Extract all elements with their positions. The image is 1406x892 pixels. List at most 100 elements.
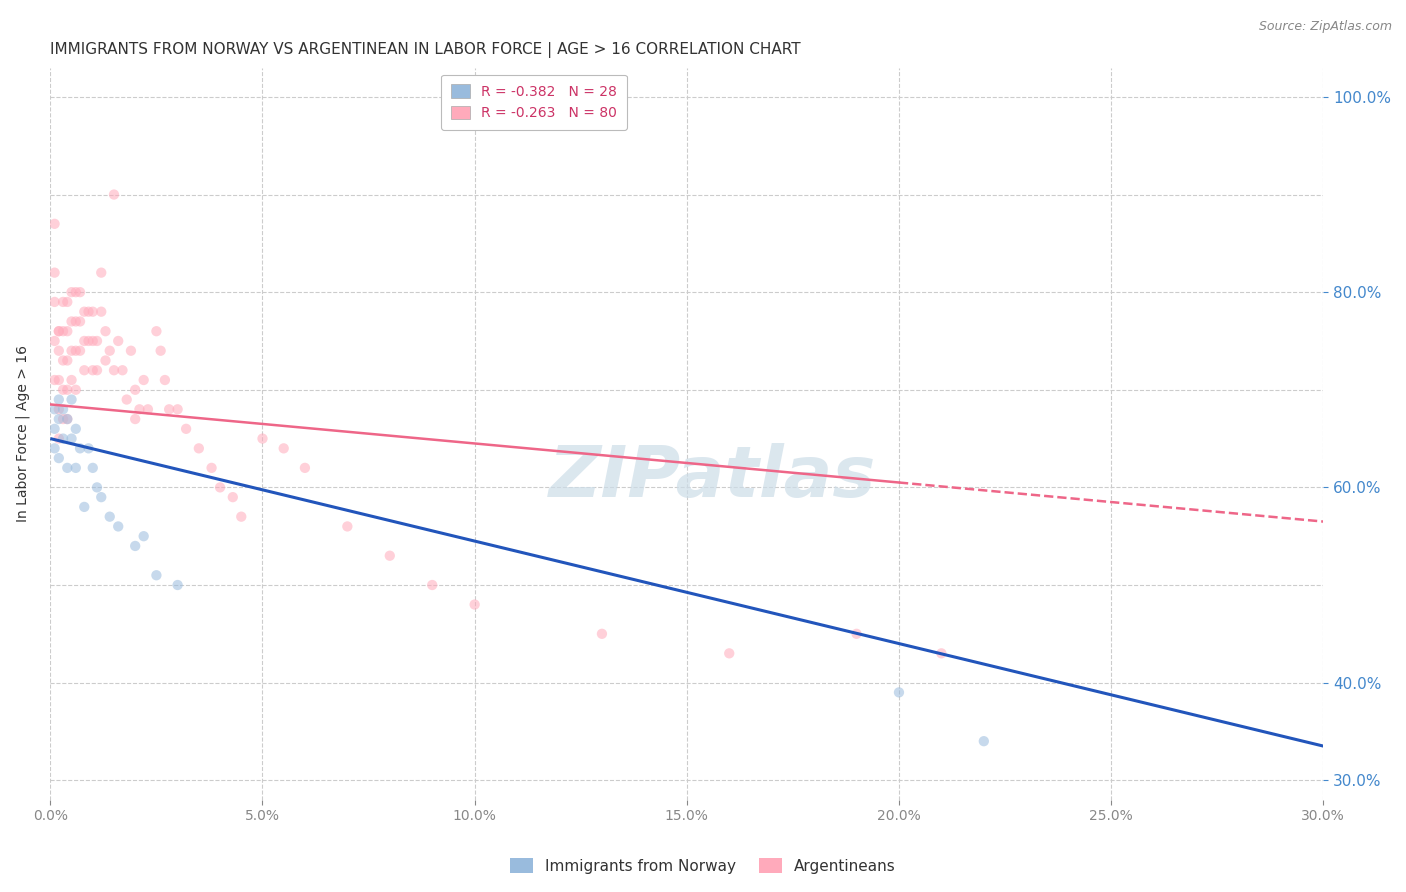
Point xyxy=(94,324,117,338)
Point xyxy=(336,519,359,533)
Point xyxy=(145,324,167,338)
Point xyxy=(52,324,75,338)
Point xyxy=(65,422,87,436)
Point xyxy=(931,646,953,660)
Point xyxy=(69,314,91,328)
Point xyxy=(98,343,121,358)
Point xyxy=(65,314,87,328)
Point xyxy=(187,442,209,456)
Point xyxy=(845,627,868,641)
Point xyxy=(166,402,188,417)
Point xyxy=(294,461,316,475)
Point xyxy=(124,412,146,426)
Point xyxy=(82,363,104,377)
Point xyxy=(132,373,155,387)
Point xyxy=(48,432,70,446)
Point xyxy=(73,304,96,318)
Point xyxy=(56,461,79,475)
Point xyxy=(52,383,75,397)
Point xyxy=(48,343,70,358)
Point xyxy=(44,217,66,231)
Point xyxy=(60,314,83,328)
Point xyxy=(209,480,232,494)
Point xyxy=(65,461,87,475)
Point xyxy=(136,402,159,417)
Text: Source: ZipAtlas.com: Source: ZipAtlas.com xyxy=(1258,20,1392,33)
Point xyxy=(73,500,96,514)
Point xyxy=(56,324,79,338)
Point xyxy=(90,266,112,280)
Point xyxy=(98,509,121,524)
Y-axis label: In Labor Force | Age > 16: In Labor Force | Age > 16 xyxy=(15,345,30,522)
Point xyxy=(52,294,75,309)
Point xyxy=(103,187,125,202)
Point xyxy=(77,442,100,456)
Point xyxy=(48,412,70,426)
Point xyxy=(166,578,188,592)
Point xyxy=(52,402,75,417)
Point xyxy=(86,480,108,494)
Point xyxy=(56,412,79,426)
Point xyxy=(86,334,108,348)
Point xyxy=(82,334,104,348)
Point xyxy=(52,432,75,446)
Point xyxy=(200,461,222,475)
Point xyxy=(82,461,104,475)
Point xyxy=(115,392,138,407)
Point xyxy=(77,304,100,318)
Point xyxy=(90,490,112,504)
Point xyxy=(157,402,180,417)
Point xyxy=(44,402,66,417)
Point xyxy=(252,432,274,446)
Point xyxy=(65,343,87,358)
Point xyxy=(69,343,91,358)
Point xyxy=(231,509,253,524)
Point xyxy=(60,432,83,446)
Legend: Immigrants from Norway, Argentineans: Immigrants from Norway, Argentineans xyxy=(503,852,903,880)
Point xyxy=(132,529,155,543)
Point xyxy=(56,383,79,397)
Text: IMMIGRANTS FROM NORWAY VS ARGENTINEAN IN LABOR FORCE | AGE > 16 CORRELATION CHAR: IMMIGRANTS FROM NORWAY VS ARGENTINEAN IN… xyxy=(51,42,801,58)
Point xyxy=(52,353,75,368)
Point xyxy=(273,442,295,456)
Point xyxy=(44,442,66,456)
Point xyxy=(48,451,70,466)
Point xyxy=(44,422,66,436)
Point xyxy=(60,285,83,300)
Point xyxy=(464,598,486,612)
Point xyxy=(52,412,75,426)
Legend: R = -0.382   N = 28, R = -0.263   N = 80: R = -0.382 N = 28, R = -0.263 N = 80 xyxy=(441,75,627,129)
Point xyxy=(73,334,96,348)
Point xyxy=(103,363,125,377)
Point xyxy=(124,383,146,397)
Point xyxy=(48,402,70,417)
Point xyxy=(111,363,134,377)
Text: ZIPatlas: ZIPatlas xyxy=(548,443,876,512)
Point xyxy=(378,549,401,563)
Point xyxy=(120,343,142,358)
Point xyxy=(90,304,112,318)
Point xyxy=(887,685,910,699)
Point xyxy=(128,402,150,417)
Point xyxy=(60,343,83,358)
Point xyxy=(107,519,129,533)
Point xyxy=(44,266,66,280)
Point xyxy=(60,392,83,407)
Point xyxy=(124,539,146,553)
Point xyxy=(48,324,70,338)
Point xyxy=(69,285,91,300)
Point xyxy=(86,363,108,377)
Point xyxy=(77,334,100,348)
Point xyxy=(145,568,167,582)
Point xyxy=(149,343,172,358)
Point xyxy=(48,324,70,338)
Point xyxy=(222,490,245,504)
Point xyxy=(153,373,176,387)
Point xyxy=(48,392,70,407)
Point xyxy=(44,334,66,348)
Point xyxy=(60,373,83,387)
Point xyxy=(65,285,87,300)
Point xyxy=(174,422,197,436)
Point xyxy=(973,734,995,748)
Point xyxy=(420,578,443,592)
